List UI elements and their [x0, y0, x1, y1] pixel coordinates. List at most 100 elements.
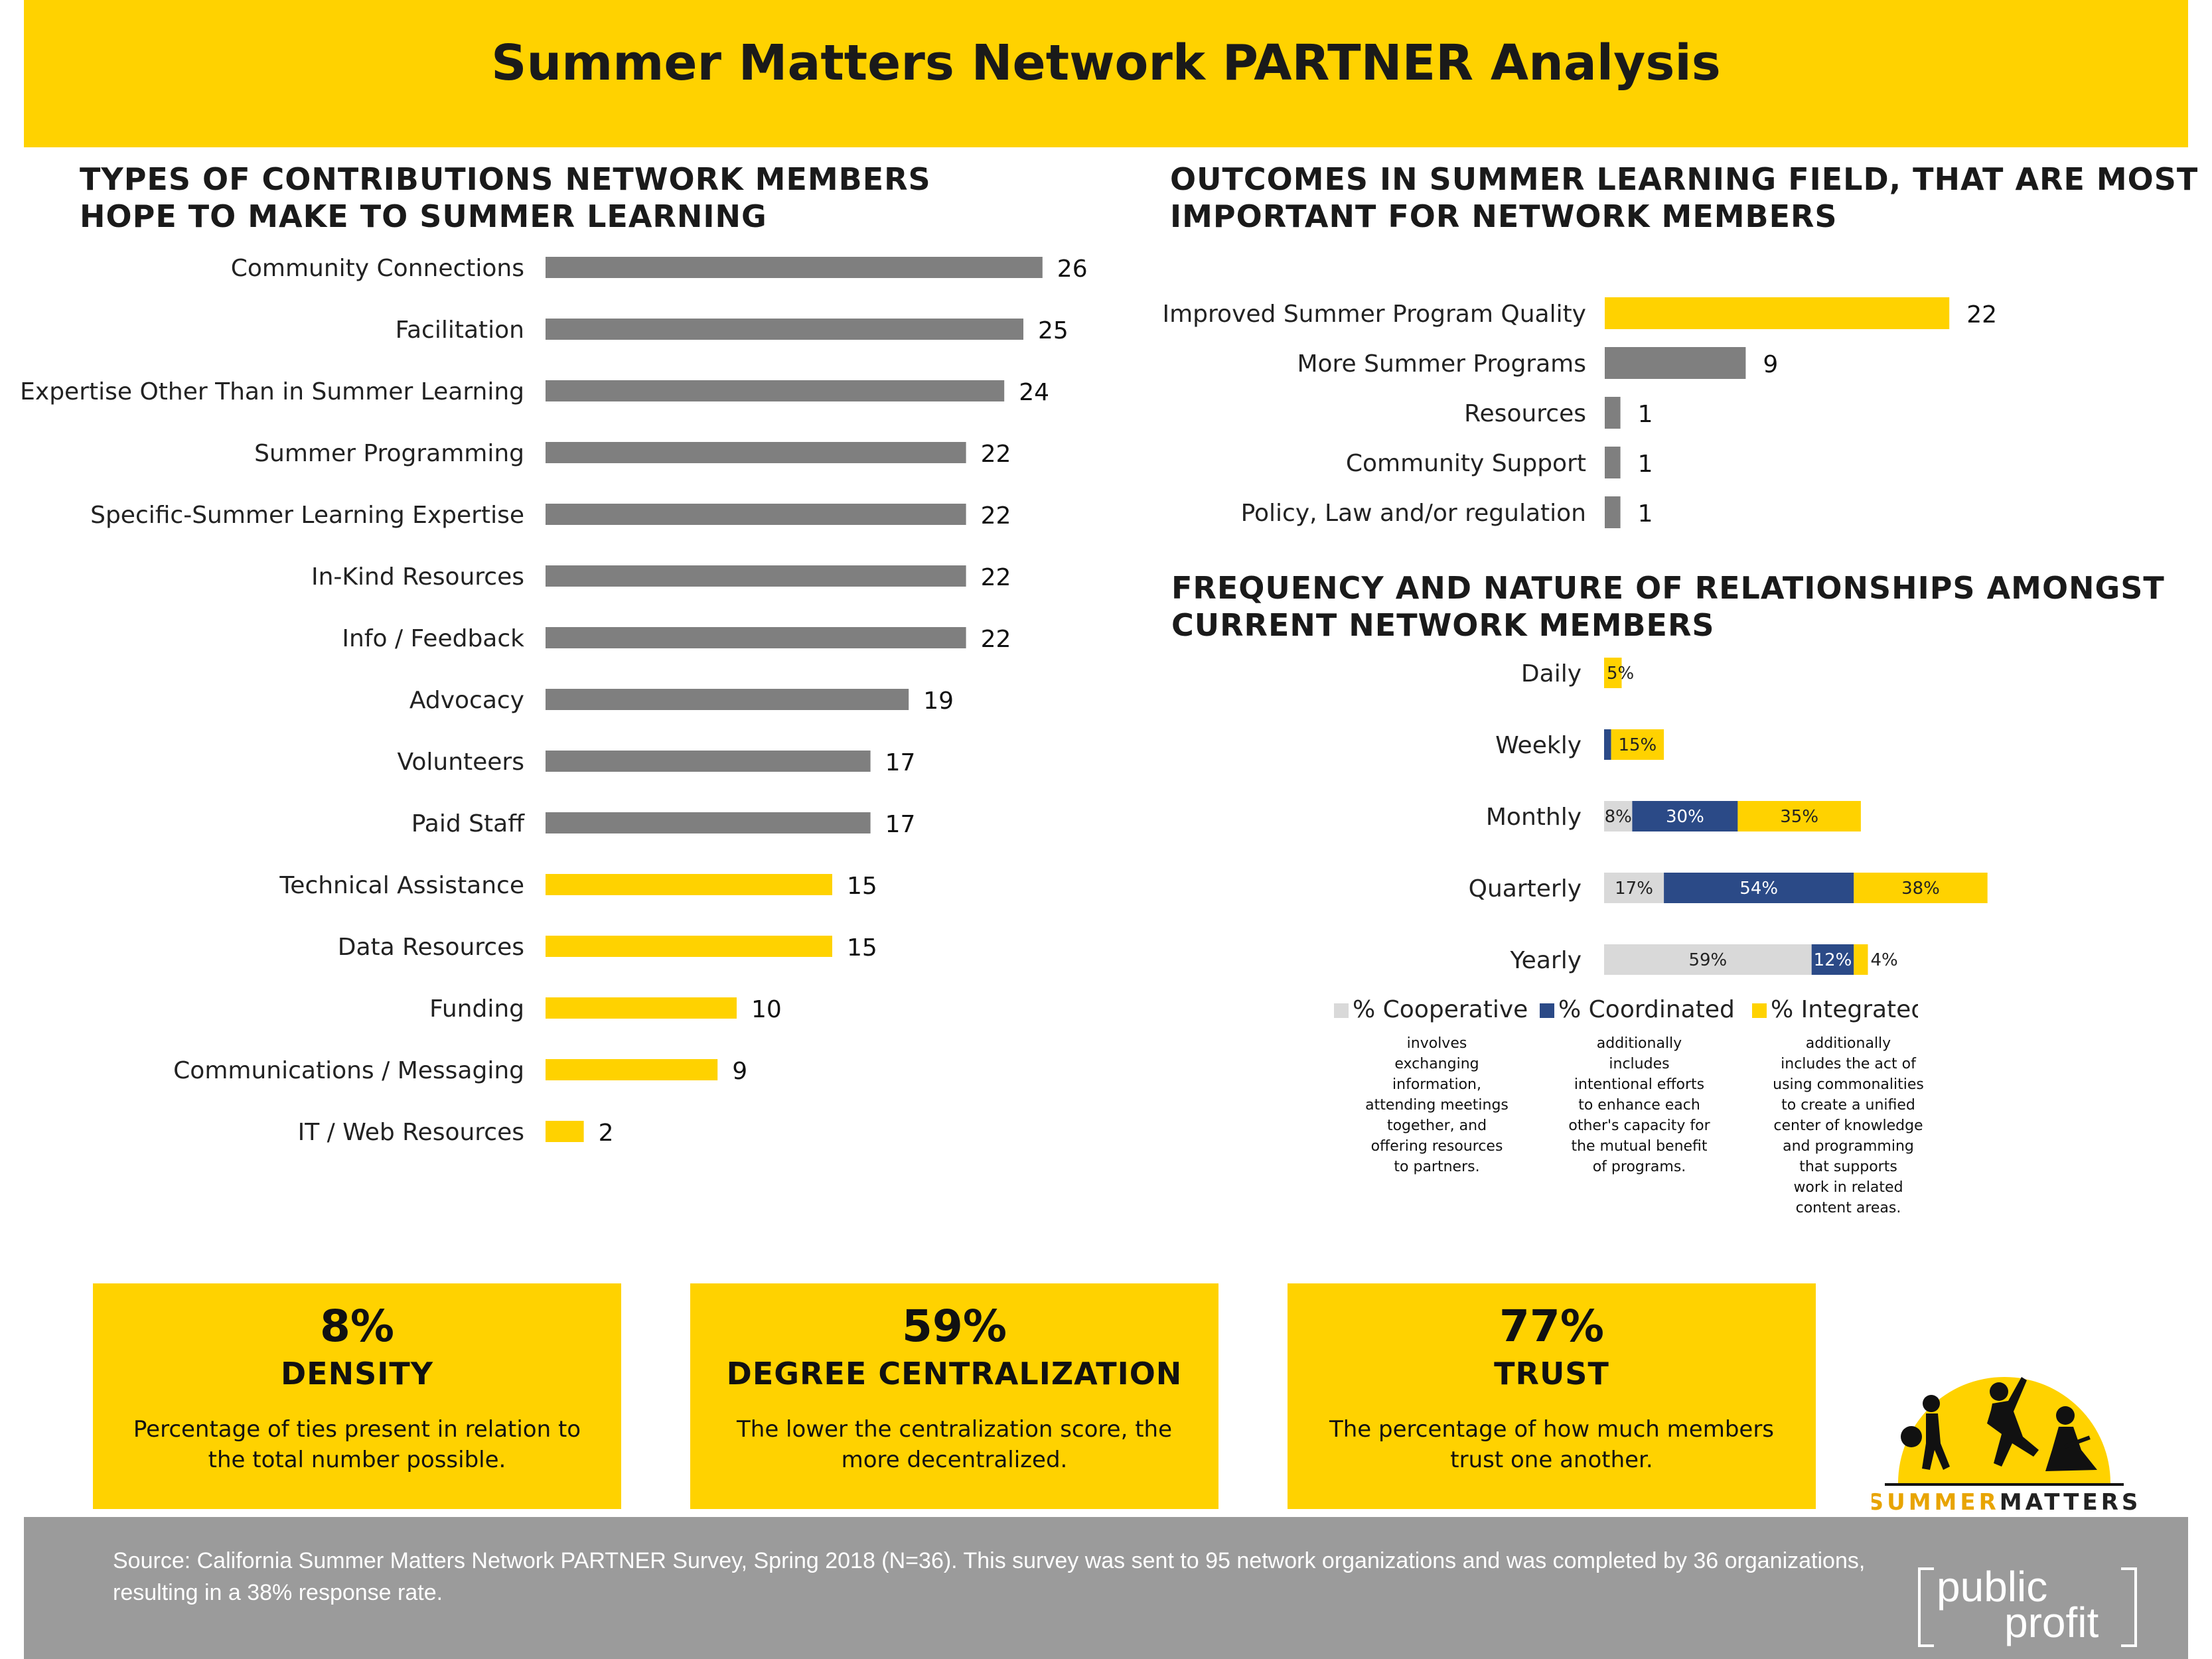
value-label: 19 [923, 687, 954, 715]
svg-text:SUMMERMATTERS: SUMMERMATTERS [1872, 1489, 2137, 1516]
category-label: Daily [1521, 660, 1582, 687]
public-profit-logo: public profit [1918, 1563, 2137, 1647]
bar-segment [1604, 729, 1611, 760]
legend-description-line: work in related [1793, 1179, 1903, 1196]
segment-label: 8% [1605, 807, 1632, 827]
category-label: Advocacy [409, 687, 524, 714]
segment-label: 38% [1901, 879, 1940, 899]
logo-word-public: public [1937, 1563, 2048, 1611]
bar [546, 1121, 584, 1142]
legend-description-line: additionally [1596, 1035, 1682, 1052]
category-label: Monthly [1486, 804, 1582, 831]
value-label: 15 [847, 873, 877, 900]
segment-label: 17% [1615, 879, 1653, 899]
metric-description: The percentage of how much members trust… [1329, 1416, 1775, 1473]
bar [546, 380, 1005, 401]
bar [1605, 297, 1950, 329]
category-label: In-Kind Resources [311, 563, 524, 591]
bar [546, 257, 1043, 278]
category-label: IT / Web Resources [298, 1119, 524, 1146]
category-label: Data Resources [338, 934, 524, 961]
category-label: Info / Feedback [342, 625, 524, 652]
legend-description-line: that supports [1799, 1159, 1897, 1175]
bar [546, 319, 1023, 340]
category-label: Funding [429, 995, 524, 1023]
legend-description-line: to create a unified [1781, 1097, 1915, 1114]
legend-description-line: content areas. [1795, 1200, 1901, 1216]
segment-label: 12% [1814, 950, 1852, 970]
segment-label: 15% [1618, 735, 1657, 755]
bar-segment [1604, 801, 1633, 831]
bar [546, 627, 966, 648]
category-label: Communications / Messaging [173, 1057, 524, 1084]
legend-description: additionally includes the act of using com… [1749, 1033, 1948, 1218]
summer-matters-logo: SUMMERMATTERS [1872, 1377, 2137, 1516]
legend-description-line: of programs. [1592, 1159, 1686, 1175]
legend-description-line: intentional efforts [1574, 1076, 1705, 1093]
logo-bracket-right [2121, 1567, 2137, 1647]
page-title: Summer Matters Network PARTNER Analysis [491, 35, 1721, 92]
logo-word-matters: MATTERS [2000, 1489, 2137, 1516]
legend-description-line: the mutual benefit [1571, 1138, 1708, 1155]
category-label: Volunteers [398, 749, 524, 776]
legend-description: involves exchanging information, attending … [1337, 1033, 1536, 1177]
legend-description-line: information, [1392, 1076, 1481, 1093]
relationships-title-line-1: FREQUENCY AND NATURE OF RELATIONSHIPS AM… [1171, 570, 2165, 606]
value-label: 17 [885, 811, 916, 838]
category-label: Improved Summer Program Quality [1163, 301, 1587, 328]
metric-description: The lower the centralization score, the … [737, 1416, 1172, 1473]
value-label: 1 [1638, 401, 1653, 428]
category-label: Community Connections [231, 255, 524, 282]
metric-density: 8% DENSITY Percentage of ties present in… [93, 1283, 621, 1509]
value-label: 1 [1638, 451, 1653, 478]
legend-description-line: to enhance each [1578, 1097, 1700, 1114]
contributions-chart-title: TYPES OF CONTRIBUTIONS NETWORK MEMBERS H… [80, 161, 931, 235]
category-label: Community Support [1346, 450, 1586, 477]
legend-description-line: to partners. [1394, 1159, 1480, 1175]
value-label: 26 [1057, 255, 1088, 283]
value-label: 9 [1763, 351, 1778, 378]
bar [546, 442, 966, 463]
bar-segment [1854, 873, 1988, 903]
value-label: 22 [981, 564, 1011, 591]
legend-description-line: and programming [1783, 1138, 1914, 1155]
legend-description-line: offering resources [1370, 1138, 1503, 1155]
value-label: 22 [981, 502, 1011, 530]
value-label: 9 [732, 1058, 747, 1085]
category-label: Resources [1464, 400, 1586, 427]
relationships-stacked-bar-chart: Daily 5% Weekly 15% Monthly 8% 30% 35% Quarterly… [1469, 658, 1988, 975]
legend-label: % Cooperative [1353, 996, 1528, 1023]
bar [546, 689, 909, 710]
category-label: Facilitation [396, 317, 524, 344]
bar [1605, 397, 1621, 429]
contributions-bar-chart: Community Connections 26 Facilitation 25 Exp… [20, 255, 1088, 1147]
legend-description: additionally includes intentional efforts t… [1540, 1033, 1739, 1177]
segment-label: 35% [1780, 807, 1818, 827]
logo-word-profit: profit [2004, 1599, 2099, 1646]
bar [546, 874, 832, 895]
metric-degree-centralization: 59% DEGREE CENTRALIZATION The lower the … [690, 1283, 1218, 1509]
category-label: Paid Staff [411, 810, 525, 837]
outcomes-chart-title: OUTCOMES IN SUMMER LEARNING FIELD, THAT … [1170, 161, 2198, 235]
metric-label: DEGREE CENTRALIZATION [726, 1356, 1183, 1392]
metric-value: 77% [1499, 1301, 1604, 1352]
legend-description-line: center of knowledge [1773, 1118, 1923, 1134]
bar [546, 565, 966, 587]
bar [1605, 347, 1746, 379]
outcomes-bar-chart: Improved Summer Program Quality 22 More Su… [1163, 297, 1997, 528]
legend-label: % Integrated [1771, 996, 1918, 1023]
legend-description-line: together, and [1386, 1118, 1487, 1134]
bar [546, 751, 871, 772]
value-label: 10 [751, 996, 782, 1023]
bar-segment [1604, 658, 1622, 688]
relationships-title-line-2: CURRENT NETWORK MEMBERS [1171, 607, 1715, 643]
bar [546, 997, 737, 1019]
segment-label: 59% [1688, 950, 1727, 970]
segment-label: 5% [1607, 664, 1634, 684]
category-label: Weekly [1495, 732, 1582, 759]
category-label: Expertise Other Than in Summer Learning [20, 378, 524, 405]
logo-bracket-left [1918, 1567, 1934, 1647]
bar-segment [1632, 801, 1738, 831]
bar [546, 812, 871, 833]
relationships-chart-title: FREQUENCY AND NATURE OF RELATIONSHIPS AM… [1171, 569, 2165, 644]
